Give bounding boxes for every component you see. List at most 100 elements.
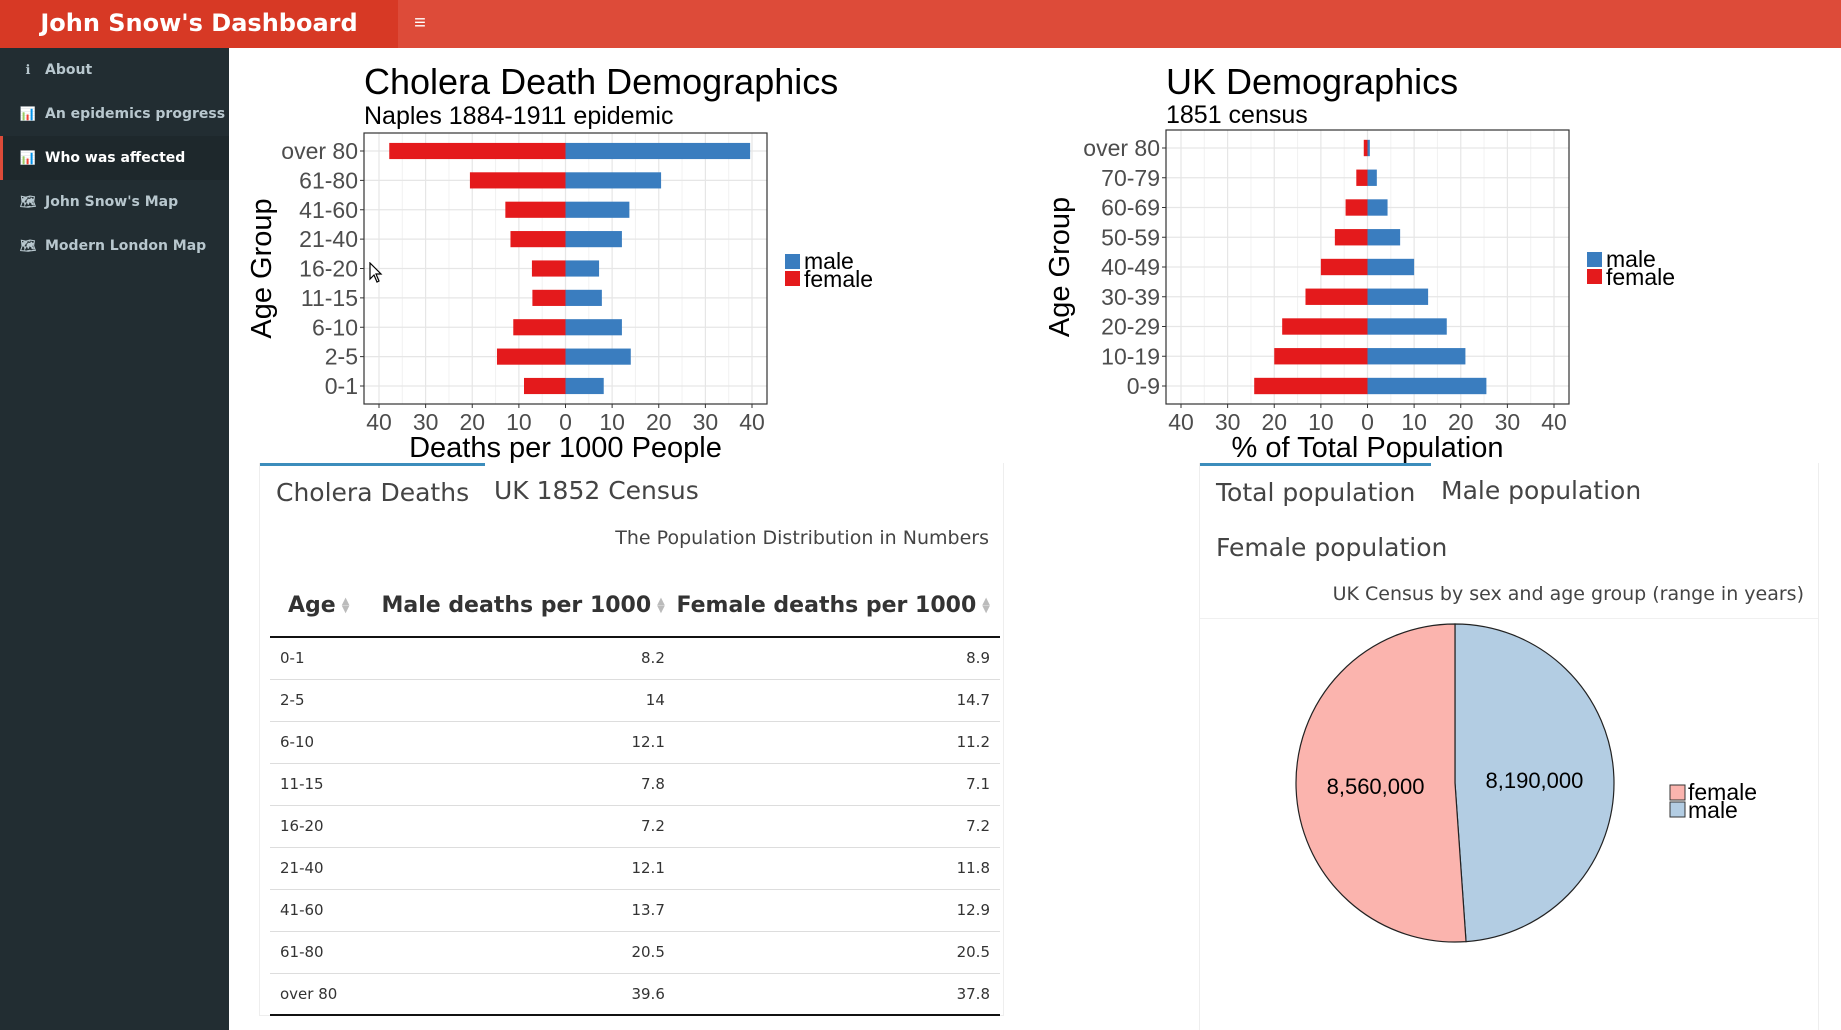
tab-cholera-deaths[interactable]: Cholera Deaths	[260, 463, 486, 521]
bar-female	[513, 319, 566, 336]
x-tick-label: 10	[1308, 409, 1334, 435]
bar-chart-icon: 📊	[19, 151, 37, 166]
table-body: 0-1 8.2 8.9 2-5 14 14.7 6-10 12.1 11.2 11-15 7.8 7.…	[270, 637, 1000, 1016]
deaths-table: Age ▲ ▼ Male deaths per 1000 ▲ ▼ Female deat…	[270, 575, 1000, 1016]
column-header-label: Age	[288, 593, 336, 618]
cell-age: over 80	[270, 972, 380, 1016]
bar-male	[1367, 377, 1487, 395]
bar-chart-icon: 📊	[19, 107, 37, 122]
legend-key-male	[1669, 801, 1686, 818]
cell-male: 12.1	[380, 846, 675, 889]
bar-male	[565, 319, 622, 336]
y-tick-label: 61-80	[299, 167, 358, 193]
y-tick-label: 50-59	[1101, 224, 1160, 250]
y-tick-label: 10-19	[1101, 343, 1160, 369]
y-tick-label: over 80	[281, 138, 358, 164]
pie-label-female: 8,560,000	[1327, 774, 1425, 799]
cell-age: 11-15	[270, 762, 380, 805]
y-tick-label: 40-49	[1101, 254, 1160, 280]
mouse-cursor-icon	[369, 262, 383, 283]
sidebar-item-label: John Snow's Map	[45, 194, 179, 210]
x-tick-label: 40	[366, 409, 392, 435]
sidebar-item-label: About	[45, 62, 93, 78]
sidebar-item-about[interactable]: ℹ About	[0, 48, 229, 92]
cell-male: 20.5	[380, 930, 675, 973]
y-tick-label: over 80	[1083, 135, 1160, 161]
y-tick-label: 30-39	[1101, 284, 1160, 310]
sidebar-item-label: An epidemics progress	[45, 106, 226, 122]
legend-label: male	[1606, 246, 1656, 272]
x-tick-label: 40	[1541, 409, 1567, 435]
sidebar-item-an-epidemics-progress[interactable]: 📊 An epidemics progress	[0, 92, 229, 136]
cell-male: 39.6	[380, 972, 675, 1016]
y-tick-label: 2-5	[325, 344, 358, 370]
sort-icon: ▲ ▼	[982, 596, 990, 615]
cell-female: 8.9	[966, 649, 990, 668]
cell-male: 14	[380, 678, 675, 721]
x-tick-label: 30	[1215, 409, 1241, 435]
cell-female: 14.7	[674, 678, 1000, 721]
map-icon: 🗺	[19, 195, 37, 210]
table-row: 21-40 12.1 11.8	[270, 846, 1000, 889]
tab-total-population[interactable]: Total population	[1200, 463, 1432, 521]
x-axis-title: Deaths per 1000 People	[409, 432, 722, 464]
column-header-age[interactable]: Age ▲ ▼	[270, 575, 380, 638]
hamburger-icon[interactable]: ≡	[414, 12, 426, 34]
sidebar-item-john-snow-s-map[interactable]: 🗺 John Snow's Map	[0, 180, 229, 224]
sidebar-item-who-was-affected[interactable]: 📊 Who was affected	[0, 136, 229, 180]
tab-uk-1852-census[interactable]: UK 1852 Census	[494, 476, 699, 505]
x-tick-label: 10	[506, 409, 532, 435]
legend-key-female	[785, 271, 800, 286]
x-tick-label: 10	[599, 409, 625, 435]
y-tick-label: 20-29	[1101, 314, 1160, 340]
table-row: 6-10 12.1 11.2	[270, 720, 1000, 763]
map-icon: 🗺	[19, 239, 37, 254]
bar-female	[510, 231, 566, 248]
bar-female	[1305, 288, 1368, 305]
table-row: 2-5 14 14.7	[270, 678, 1000, 721]
tab-male-population[interactable]: Male population	[1441, 476, 1642, 505]
bar-male	[565, 260, 600, 277]
cell-female: 11.8	[674, 846, 1000, 889]
pie-label-male: 8,190,000	[1486, 768, 1584, 793]
sidebar-item-label: Who was affected	[45, 150, 186, 166]
chart-title: Cholera Death Demographics	[364, 61, 838, 102]
cell-male: 8.2	[641, 649, 665, 668]
app-title[interactable]: John Snow's Dashboard	[0, 0, 398, 48]
cell-age: 41-60	[270, 888, 380, 931]
legend-key-male	[785, 254, 800, 269]
sidebar-menu: ℹ About 📊 An epidemics progress 📊 Who was aff…	[0, 48, 229, 268]
cell-age: 61-80	[270, 930, 380, 973]
cell-male: 7.8	[380, 762, 675, 805]
bar-female	[1356, 169, 1368, 186]
pie-slice-female	[1295, 623, 1467, 943]
bar-male	[1367, 229, 1401, 246]
table-row: 61-80 20.5 20.5	[270, 930, 1000, 973]
main-content: Cholera Death Demographics Naples 1884-19…	[229, 48, 1841, 1030]
column-header-label: Male deaths per 1000	[381, 593, 652, 618]
top-header: John Snow's Dashboard ≡	[0, 0, 1841, 48]
bar-female	[1320, 258, 1368, 276]
pie-caption: UK Census by sex and age group (range in…	[1332, 583, 1804, 605]
bar-female	[505, 201, 566, 218]
column-header-female[interactable]: Female deaths per 1000 ▲ ▼	[674, 575, 1000, 638]
bar-male	[565, 142, 751, 160]
bar-female	[496, 348, 566, 365]
x-tick-label: 0	[559, 409, 572, 435]
cell-male: 13.7	[380, 888, 675, 931]
cell-male: 7.2	[380, 804, 675, 847]
cell-male: 12.1	[380, 720, 675, 763]
column-header-male[interactable]: Male deaths per 1000 ▲ ▼	[380, 575, 675, 638]
cell-female: 20.5	[674, 930, 1000, 973]
bar-male	[1367, 139, 1370, 157]
legend-key-male	[1587, 252, 1602, 267]
chart-subtitle: Naples 1884-1911 epidemic	[364, 102, 673, 130]
tab-bar: Cholera Deaths UK 1852 Census	[260, 463, 1003, 521]
info-icon: ℹ	[25, 63, 31, 78]
sidebar-item-modern-london-map[interactable]: 🗺 Modern London Map	[0, 224, 229, 268]
tab-female-population[interactable]: Female population	[1216, 533, 1448, 562]
bar-female	[389, 142, 566, 160]
table-caption: The Population Distribution in Numbers	[615, 527, 989, 549]
bar-male	[565, 348, 631, 365]
